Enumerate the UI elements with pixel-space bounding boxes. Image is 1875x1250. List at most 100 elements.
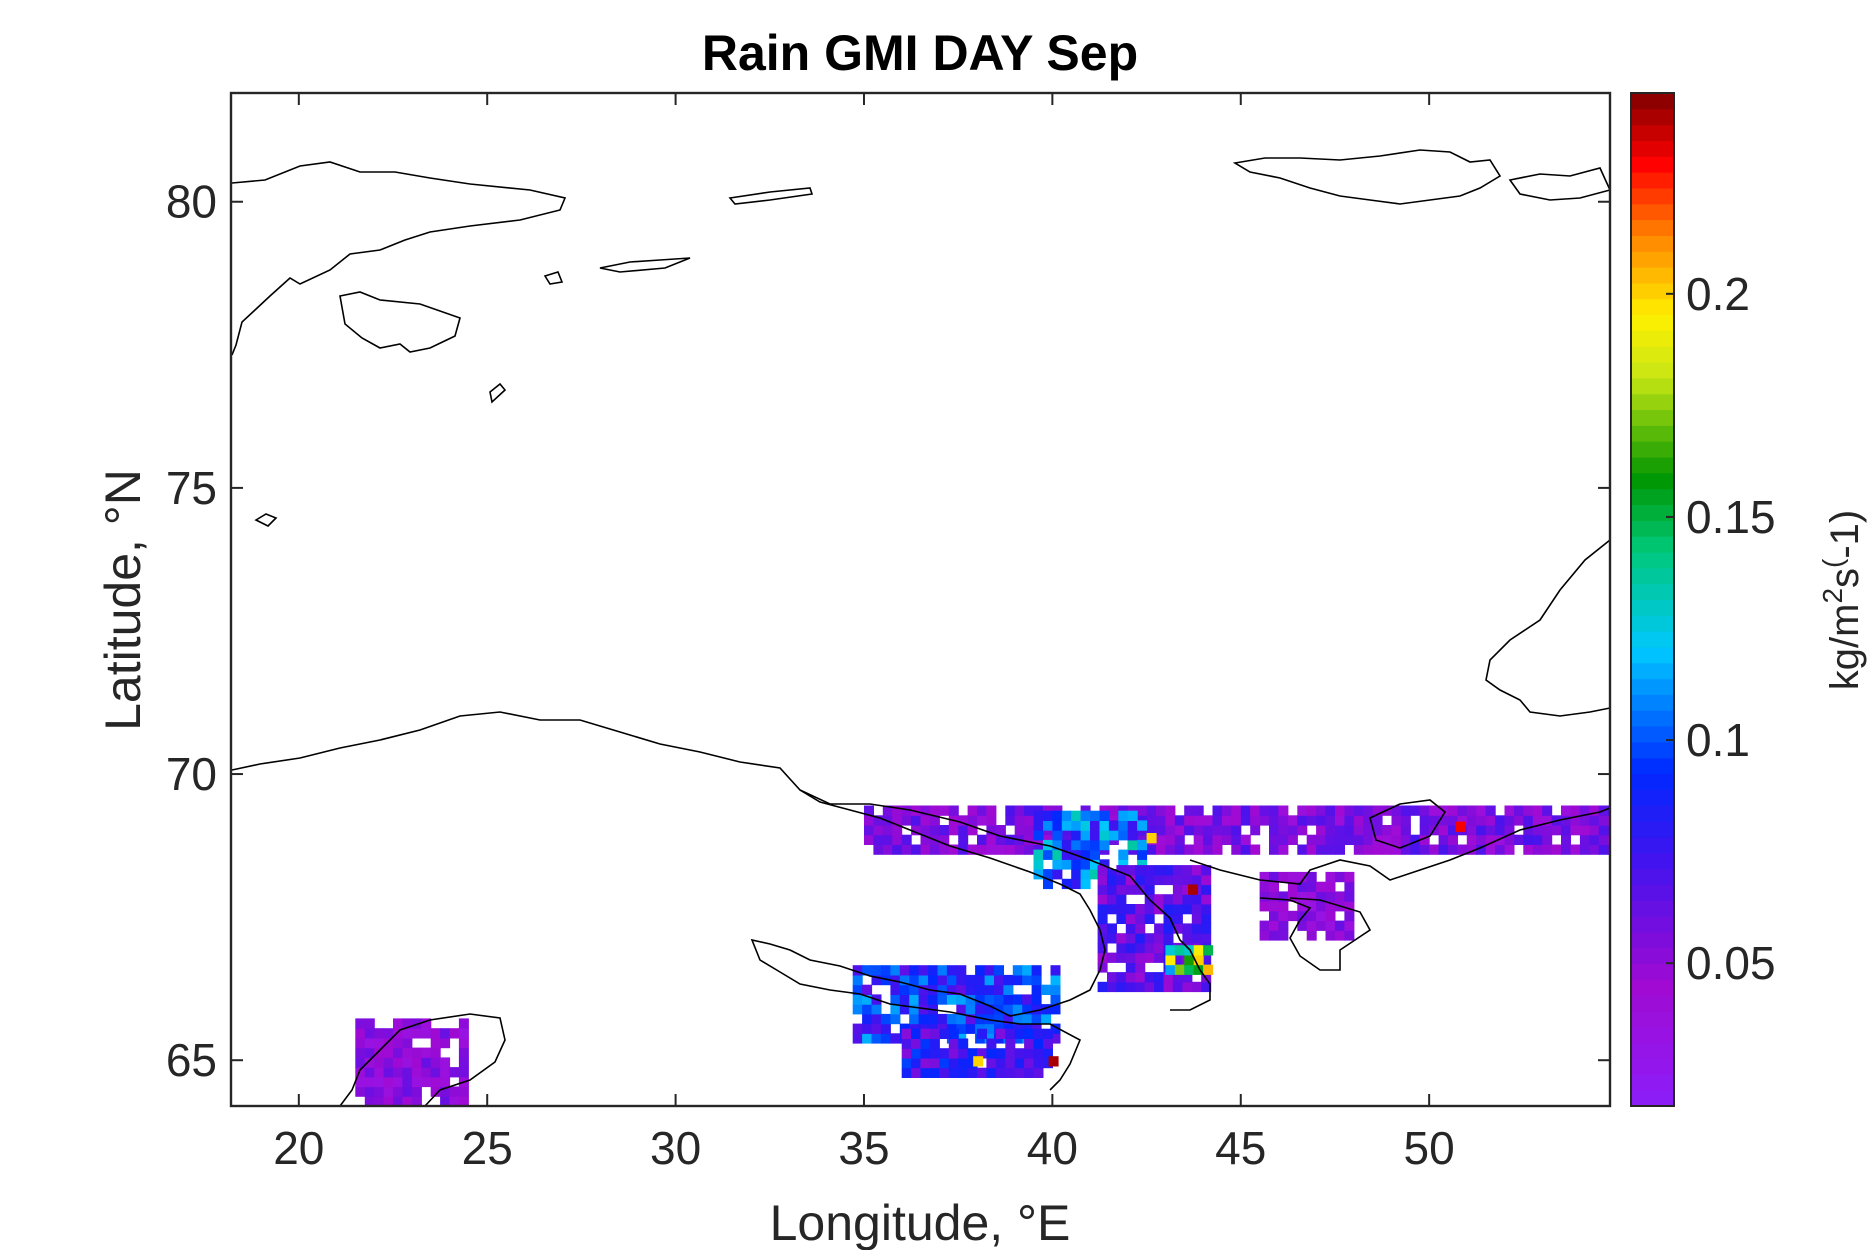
rain-cell (1107, 933, 1117, 944)
rain-cell (364, 1018, 375, 1029)
rain-cell (967, 844, 978, 855)
rain-cell (1570, 844, 1581, 855)
rain-cell (929, 1048, 940, 1059)
rain-cell (937, 984, 948, 995)
rain-cell (1391, 805, 1402, 816)
rain-cell (1116, 933, 1127, 944)
rain-cell (880, 965, 891, 976)
rain-cell (1174, 834, 1185, 845)
rain-cell (440, 1096, 451, 1107)
rain-cell (383, 1028, 394, 1039)
rain-cell (920, 815, 931, 826)
rain-cell (1325, 920, 1336, 931)
rain-cell (899, 965, 910, 976)
rain-cell (901, 834, 912, 845)
rain-cell (1107, 972, 1117, 983)
rain-cell (1523, 834, 1534, 845)
rain-cell (1003, 984, 1014, 995)
rain-cell (430, 1057, 441, 1068)
rain-cell (1193, 805, 1204, 816)
rain-cell (882, 844, 893, 855)
rain-cell (1107, 923, 1117, 934)
rain-cell (1353, 834, 1364, 845)
rain-cell (1022, 965, 1033, 976)
rain-cell (1154, 981, 1165, 993)
rain-cell (1598, 844, 1609, 855)
rain-cell (956, 1004, 967, 1015)
rain-cell (1137, 805, 1148, 816)
coastline-island-3 (543, 271, 564, 285)
rain-cell (901, 1067, 912, 1078)
rain-cell (1513, 815, 1524, 826)
rain-cell (1240, 805, 1251, 816)
rain-cell (1335, 825, 1345, 836)
rain-cell (899, 994, 910, 1005)
rain-cell (939, 805, 950, 816)
rain-cell (1097, 962, 1108, 973)
rain-cell (948, 1067, 959, 1078)
rain-cell (1589, 844, 1600, 855)
rain-cell (909, 984, 920, 995)
colorbar-step (1631, 947, 1674, 965)
rain-cell (1050, 965, 1061, 976)
rain-cell (1184, 825, 1195, 836)
rain-cell (1212, 844, 1223, 855)
rain-cell (852, 994, 863, 1005)
rain-cell (1250, 844, 1261, 855)
rain-cell (1137, 849, 1148, 860)
rain-cell (1172, 884, 1183, 895)
rain-cell (411, 1028, 422, 1039)
rain-cell (873, 844, 884, 855)
x-tick-label: 50 (1404, 1122, 1455, 1174)
rain-cell (1344, 805, 1355, 816)
rain-cell (1523, 825, 1534, 836)
colorbar-step (1631, 298, 1674, 316)
rain-cell (1172, 923, 1183, 934)
rain-cell (1353, 815, 1364, 826)
colorbar-step (1631, 219, 1674, 236)
x-tick-label: 20 (273, 1122, 324, 1174)
rain-cell (880, 1013, 891, 1025)
rain-cell (1118, 820, 1129, 831)
rain-cell (1125, 904, 1136, 915)
rain-cell (1297, 805, 1308, 816)
rain-cell (1570, 805, 1581, 816)
rain-cell (1221, 825, 1232, 836)
rain-cell (411, 1067, 422, 1078)
rain-cell (852, 965, 863, 976)
rain-cell-hotspot (1188, 884, 1198, 895)
rain-cell (1024, 805, 1035, 816)
rain-cell (1184, 964, 1195, 975)
rain-cell (1212, 805, 1223, 816)
coastline-bothnia (339, 1013, 506, 1107)
rain-cell (1419, 805, 1430, 816)
rain-cell (1335, 871, 1345, 883)
rain-cell (1024, 1028, 1035, 1039)
rain-cell (1419, 844, 1430, 855)
rain-cell (1579, 825, 1590, 836)
rain-cell (1231, 805, 1242, 816)
rain-cell (965, 974, 976, 986)
rain-cell (364, 1057, 375, 1068)
rain-cell (1269, 844, 1279, 855)
rain-cell (1579, 815, 1590, 826)
rain-cell (852, 974, 863, 986)
rain-cell (1080, 869, 1091, 880)
rain-cell (1278, 910, 1289, 922)
rain-cell (1193, 964, 1204, 975)
rain-cell (1127, 839, 1138, 851)
rain-cell (1344, 901, 1355, 912)
rain-cell (364, 1037, 375, 1049)
rain-cell (1172, 904, 1183, 915)
rain-cell (1523, 844, 1534, 855)
rain-cell (929, 1038, 940, 1049)
rain-cell (995, 1057, 1006, 1069)
colorbar-step (1631, 140, 1674, 157)
y-tick-label: 70 (166, 748, 217, 800)
rain-cell (1156, 834, 1166, 845)
colorbar-step (1631, 1090, 1674, 1107)
rain-cell (1448, 834, 1458, 845)
rain-cell (1125, 962, 1136, 973)
rain-cell (1097, 874, 1108, 886)
rain-cell (1003, 1013, 1014, 1025)
